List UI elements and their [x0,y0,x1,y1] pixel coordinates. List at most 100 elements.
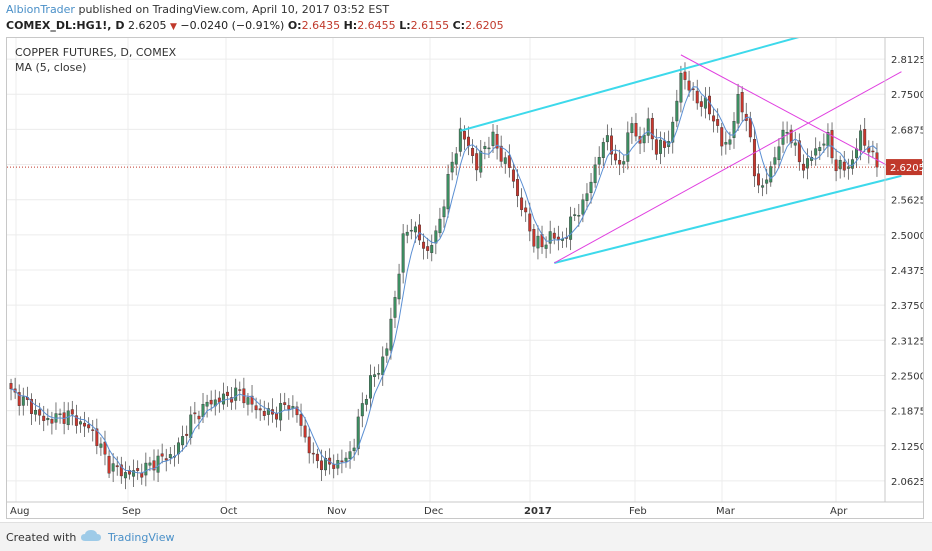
candle-body [123,472,127,479]
y-tick-label: 2.7500 [891,90,923,101]
candle-body [226,391,229,396]
author-link[interactable]: AlbionTrader [6,3,75,16]
axes: 2.81252.75002.68752.62502.56252.50002.43… [7,38,923,517]
candle-body [377,373,381,375]
candle-body [360,403,364,417]
candle-body [426,246,430,251]
candle-body [152,460,156,471]
candle-body [168,454,172,459]
y-tick-label: 2.1875 [891,407,923,418]
candle-body [413,226,417,233]
wedge-falling-line[interactable] [680,54,902,174]
candle-body [797,140,801,163]
candle-body [712,115,716,122]
last-price-tag-label: 2.6205 [890,163,923,174]
open-value: 2.6435 [301,19,341,32]
chart-area[interactable]: 2.81252.75002.68752.62502.56252.50002.43… [6,37,924,519]
x-tick-label: Sep [122,506,141,517]
candle-body [9,383,13,390]
grid-lines [7,38,885,502]
candle-body [507,155,511,168]
candle-body [250,395,254,405]
candle-body [806,158,809,169]
candle-body [42,415,46,421]
channel-upper-line[interactable] [460,38,836,132]
candle-body [422,241,426,249]
price-change: −0.0240 (−0.91%) [180,19,285,32]
candle-body [487,147,491,150]
candle-body [736,94,740,124]
candle-body [675,100,679,122]
y-tick-label: 2.4375 [891,266,923,277]
candle-body [769,166,773,183]
candle-body [728,139,732,145]
candle-body [381,356,385,375]
candle-body [552,232,556,239]
candle-body [275,413,279,420]
candle-body [401,233,405,273]
x-tick-label: Dec [424,506,443,517]
tradingview-brand[interactable]: TradingView [108,531,175,544]
candle-body [352,447,356,452]
y-tick-label: 2.3750 [891,301,923,312]
candles [9,62,879,490]
candle-body [140,472,144,478]
candle-body [230,397,234,403]
candle-body [91,429,95,431]
candle-body [654,139,658,155]
candle-body [311,452,315,455]
candle-body [21,396,25,406]
channel-lower-line[interactable] [554,174,902,264]
candle-body [834,159,838,172]
candle-body [181,436,185,446]
candle-body [659,139,662,154]
candle-body [642,134,646,144]
candle-body [458,128,462,152]
candle-body [773,157,777,165]
candle-body [58,413,62,416]
candle-body [201,403,205,418]
x-tick-label: Aug [10,506,30,517]
indicator-label: MA (5, close) [15,61,86,74]
candle-body [536,235,540,249]
candle-body [818,147,822,151]
candle-body [38,409,42,416]
candle-body [752,139,756,177]
x-tick-label: Feb [629,506,647,517]
ma-line [10,86,878,474]
candle-body [46,418,50,421]
candle-body [344,457,348,462]
candle-body [397,273,401,300]
candle-body [283,402,287,405]
candle-body [597,157,601,165]
open-label: O: [287,19,302,32]
candle-body [136,468,140,471]
candle-body [499,145,503,162]
candle-body [671,121,675,143]
candle-body [450,161,454,173]
candle-body [708,95,711,115]
y-tick-label: 2.3125 [891,336,923,347]
candle-body [438,218,442,234]
candle-body [356,416,360,449]
y-tick-label: 2.5000 [891,231,923,242]
candle-body [548,231,552,244]
candle-body [87,424,91,429]
candle-body [409,229,413,232]
candle-body [830,130,834,159]
candle-body [185,433,189,436]
candle-body [646,118,650,136]
candle-body [99,443,103,448]
candle-body [111,463,115,472]
tradingview-cloud-icon [81,530,101,541]
candle-body [430,245,434,253]
candle-body [528,213,532,232]
candle-body [307,436,311,454]
price-chart[interactable]: 2.81252.75002.68752.62502.56252.50002.43… [7,38,923,518]
candle-body [266,408,270,415]
candle-body [319,460,323,471]
candle-body [34,409,38,415]
candle-body [79,421,82,425]
candle-body [495,133,499,149]
quote-line: COMEX_DL:HG1!, D 2.6205 ▼ −0.0240 (−0.91… [6,19,504,32]
